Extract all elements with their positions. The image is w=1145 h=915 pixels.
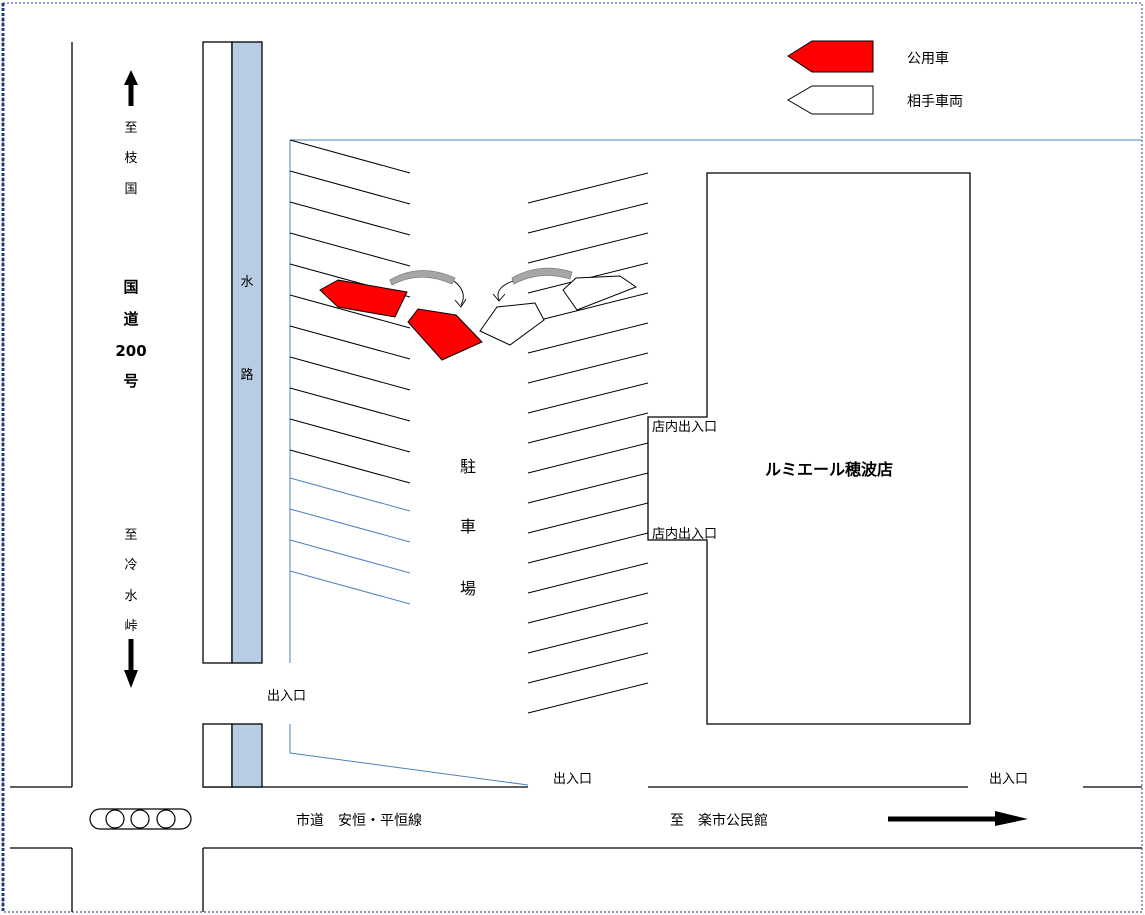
parking-char: 駐: [460, 457, 476, 476]
parking-stall-line: [289, 387, 411, 422]
parking-stall-line: [527, 322, 649, 354]
arrow-down-icon: [124, 639, 138, 688]
parking-stall-line: [527, 382, 649, 414]
waterway-char: 水: [240, 275, 253, 290]
parking-stall-line: [527, 292, 649, 324]
store-entrance-label: 店内出入口: [652, 419, 717, 435]
parking-stall-line: [289, 325, 411, 360]
store-name: ルミエール穂波店: [765, 460, 893, 479]
exit-label: 出入口: [267, 689, 306, 704]
parking-stall-line: [527, 562, 649, 594]
parking-stall-line: [527, 202, 649, 234]
arrow-right-icon: [888, 811, 1028, 826]
curved-arrow-icon: [389, 270, 467, 308]
to-reisui-char: 水: [124, 589, 137, 604]
store-building: [647, 172, 971, 725]
to-edakuni-char: 至: [124, 121, 137, 136]
parking-boundary: [289, 139, 1142, 786]
parking-stall-line: [527, 352, 649, 384]
turn-arrows: [389, 267, 573, 308]
parking-stall-line: [289, 539, 411, 574]
exit-label: 出入口: [553, 772, 592, 787]
parking-stall-line: [289, 139, 411, 174]
parking-stall-line: [289, 201, 411, 236]
parking-stall-line: [527, 652, 649, 684]
legend-other-vehicle-label: 相手車両: [907, 93, 963, 110]
to-edakuni-char: 国: [124, 182, 137, 197]
parking-label: 駐 車 場: [460, 457, 476, 598]
parking-stall-line: [527, 532, 649, 564]
national-route-char: 国: [123, 278, 138, 296]
parking-stall-line: [289, 477, 411, 512]
parking-stall-line: [289, 418, 411, 453]
parking-stall-line: [289, 294, 411, 329]
legend: 公用車 相手車両: [787, 40, 963, 115]
national-route-char: 200: [115, 342, 146, 360]
to-edakuni-char: 枝: [124, 151, 137, 166]
left-stall-lines: [289, 139, 411, 484]
parking-stall-line: [527, 172, 649, 204]
other-vehicle-parked: [562, 275, 638, 311]
parking-stall-line: [289, 449, 411, 484]
parking-char: 車: [460, 517, 476, 536]
parking-char: 場: [460, 579, 476, 598]
road-lines: [10, 42, 1142, 912]
to-edakuni-label: 至 枝 国: [124, 121, 137, 197]
parking-stall-line: [289, 170, 411, 205]
parking-stall-line: [289, 232, 411, 267]
right-stall-lines: [527, 172, 649, 714]
waterway-char: 路: [240, 367, 253, 383]
official-car-reversing: [407, 308, 483, 361]
national-route-label: 国 道 200 号: [115, 278, 146, 390]
traffic-signal-icon: [89, 808, 192, 830]
to-reisui-char: 峠: [124, 619, 137, 634]
waterway: [202, 41, 263, 788]
parking-stall-line: [289, 508, 411, 543]
waterway-label: 水 路: [240, 275, 253, 383]
legend-official-car-icon: [787, 40, 874, 73]
city-road-label: 市道 安恒・平恒線: [296, 812, 422, 829]
curved-arrow-icon: [492, 267, 573, 302]
to-reisui-char: 冷: [124, 558, 137, 573]
parking-stall-line: [289, 570, 411, 605]
vehicles: [319, 275, 638, 361]
parking-stall-line: [527, 442, 649, 474]
parking-stall-line: [527, 592, 649, 624]
parking-stall-line: [289, 356, 411, 391]
exit-left-mask: [263, 683, 343, 709]
left-stall-lines-blue: [289, 477, 411, 605]
parking-stall-line: [527, 412, 649, 444]
to-community-center-label: 至 楽市公民館: [670, 812, 768, 829]
arrow-up-icon: [124, 70, 138, 106]
store-entrance-label: 店内出入口: [652, 526, 717, 542]
parking-stall-line: [527, 472, 649, 504]
parking-stall-line: [527, 622, 649, 654]
parking-stall-line: [527, 682, 649, 714]
parking-stall-line: [527, 232, 649, 264]
to-reisui-label: 至 冷 水 峠: [124, 528, 137, 634]
national-route-char: 号: [123, 372, 138, 390]
legend-other-vehicle-icon: [787, 85, 874, 115]
national-route-char: 道: [123, 310, 138, 328]
to-reisui-char: 至: [124, 528, 137, 543]
legend-official-car-label: 公用車: [907, 50, 949, 67]
other-vehicle-reversing: [479, 302, 545, 346]
exit-label: 出入口: [989, 772, 1028, 787]
parking-stall-line: [527, 502, 649, 534]
official-car-parked: [319, 279, 408, 318]
